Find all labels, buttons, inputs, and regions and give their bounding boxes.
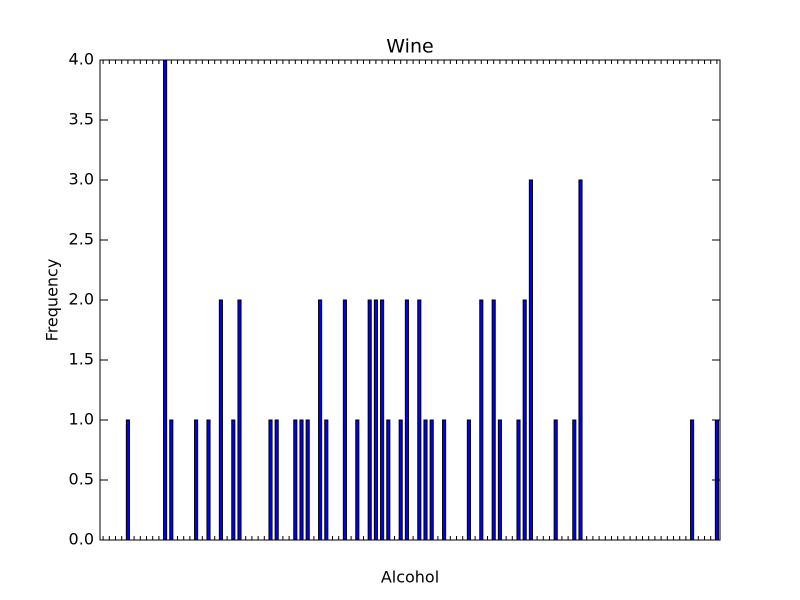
bar [522,299,527,541]
bar [373,299,378,541]
bar [268,419,273,541]
bar [404,299,409,541]
bar [293,419,298,541]
bar [442,419,447,541]
bar [497,419,502,541]
bar [491,299,496,541]
bar [237,299,242,541]
bar [516,419,521,541]
y-tick-label: 3.0 [69,170,94,189]
y-axis-label: Frequency [43,259,62,342]
bar [380,299,385,541]
y-tick-label: 1.5 [69,350,94,369]
bar [218,299,223,541]
bar [466,419,471,541]
bar [299,419,304,541]
y-tick-label: 1.0 [69,410,94,429]
bar [206,419,211,541]
bar [342,299,347,541]
bar [163,59,168,541]
bar [274,419,279,541]
bar [194,419,199,541]
bar [125,419,130,541]
bar [231,419,236,541]
bar [386,419,391,541]
y-tick-label: 0.5 [69,470,94,489]
plot-frame [99,59,721,541]
y-tick-label: 2.0 [69,290,94,309]
bar [417,299,422,541]
bar [318,299,323,541]
bar [423,419,428,541]
y-tick-label: 2.5 [69,230,94,249]
bar [367,299,372,541]
bar [355,419,360,541]
bar [169,419,174,541]
bar [429,419,434,541]
x-axis-label: Alcohol [381,568,439,587]
y-tick-label: 0.0 [69,530,94,549]
bar [553,419,558,541]
chart-title: Wine [386,36,433,58]
y-tick-label: 4.0 [69,50,94,69]
bar [528,179,533,541]
bar [324,419,329,541]
bar [398,419,403,541]
bar [479,299,484,541]
bar [690,419,695,541]
bar [305,419,310,541]
y-tick-label: 3.5 [69,110,94,129]
bar [572,419,577,541]
bar [578,179,583,541]
